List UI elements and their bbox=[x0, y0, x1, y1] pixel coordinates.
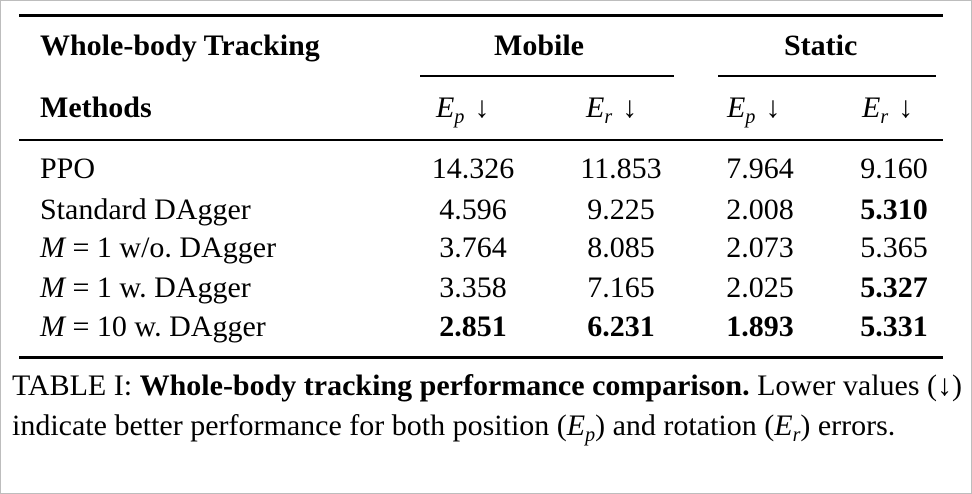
method-cell: Standard DAgger bbox=[40, 193, 251, 226]
value-cell: 3.764 bbox=[439, 231, 507, 264]
down-arrow-icon: ↓ bbox=[622, 91, 638, 124]
value-cell: 5.365 bbox=[860, 231, 928, 264]
value-cell: 2.073 bbox=[726, 231, 794, 264]
static-group-rule bbox=[718, 75, 936, 77]
value-cell-best: 2.851 bbox=[439, 310, 507, 343]
metric-mobile-ep: Ep ↓ bbox=[436, 91, 490, 128]
value-cell: 7.964 bbox=[726, 152, 794, 185]
value-cell: 3.358 bbox=[439, 271, 507, 304]
value-cell: 2.025 bbox=[726, 271, 794, 304]
down-arrow-icon: ↓ bbox=[765, 91, 781, 124]
value-cell-best: 5.331 bbox=[860, 310, 928, 343]
value-cell: 2.008 bbox=[726, 193, 794, 226]
value-cell: 14.326 bbox=[431, 152, 515, 185]
value-cell: 11.853 bbox=[580, 152, 662, 185]
value-cell-best: 1.893 bbox=[726, 310, 794, 343]
metric-mobile-er: Er ↓ bbox=[586, 91, 638, 128]
static-header: Static bbox=[784, 29, 858, 62]
value-cell: 8.085 bbox=[587, 231, 655, 264]
value-cell: 7.165 bbox=[587, 271, 655, 304]
header-rule bbox=[19, 139, 943, 141]
metric-static-er: Er ↓ bbox=[862, 91, 914, 128]
method-cell: PPO bbox=[40, 152, 96, 185]
group-header: Whole-body Tracking bbox=[40, 29, 320, 62]
mobile-header: Mobile bbox=[494, 29, 584, 62]
method-cell: M = 10 w. DAgger bbox=[40, 310, 266, 343]
value-cell-best: 5.310 bbox=[860, 193, 928, 226]
method-cell: M = 1 w. DAgger bbox=[40, 271, 251, 304]
methods-header: Methods bbox=[40, 91, 152, 124]
value-cell: 9.160 bbox=[860, 152, 928, 185]
metric-static-ep: Ep ↓ bbox=[727, 91, 781, 128]
down-arrow-icon: ↓ bbox=[474, 91, 490, 124]
down-arrow-icon: ↓ bbox=[898, 91, 914, 124]
caption-text: Lower values (↓) indicate better perform… bbox=[12, 369, 963, 446]
caption-title: Whole-body tracking performance comparis… bbox=[139, 369, 750, 402]
bottom-rule bbox=[19, 356, 943, 359]
value-cell-best: 5.327 bbox=[860, 271, 928, 304]
value-cell-best: 6.231 bbox=[587, 310, 655, 343]
table-caption: TABLE I: Whole-body tracking performance… bbox=[12, 366, 962, 446]
method-cell: M = 1 w/o. DAgger bbox=[40, 231, 277, 264]
value-cell: 9.225 bbox=[587, 193, 655, 226]
caption-label: TABLE I: bbox=[12, 369, 133, 402]
mobile-group-rule bbox=[420, 75, 674, 77]
value-cell: 4.596 bbox=[439, 193, 507, 226]
top-rule bbox=[19, 14, 943, 17]
